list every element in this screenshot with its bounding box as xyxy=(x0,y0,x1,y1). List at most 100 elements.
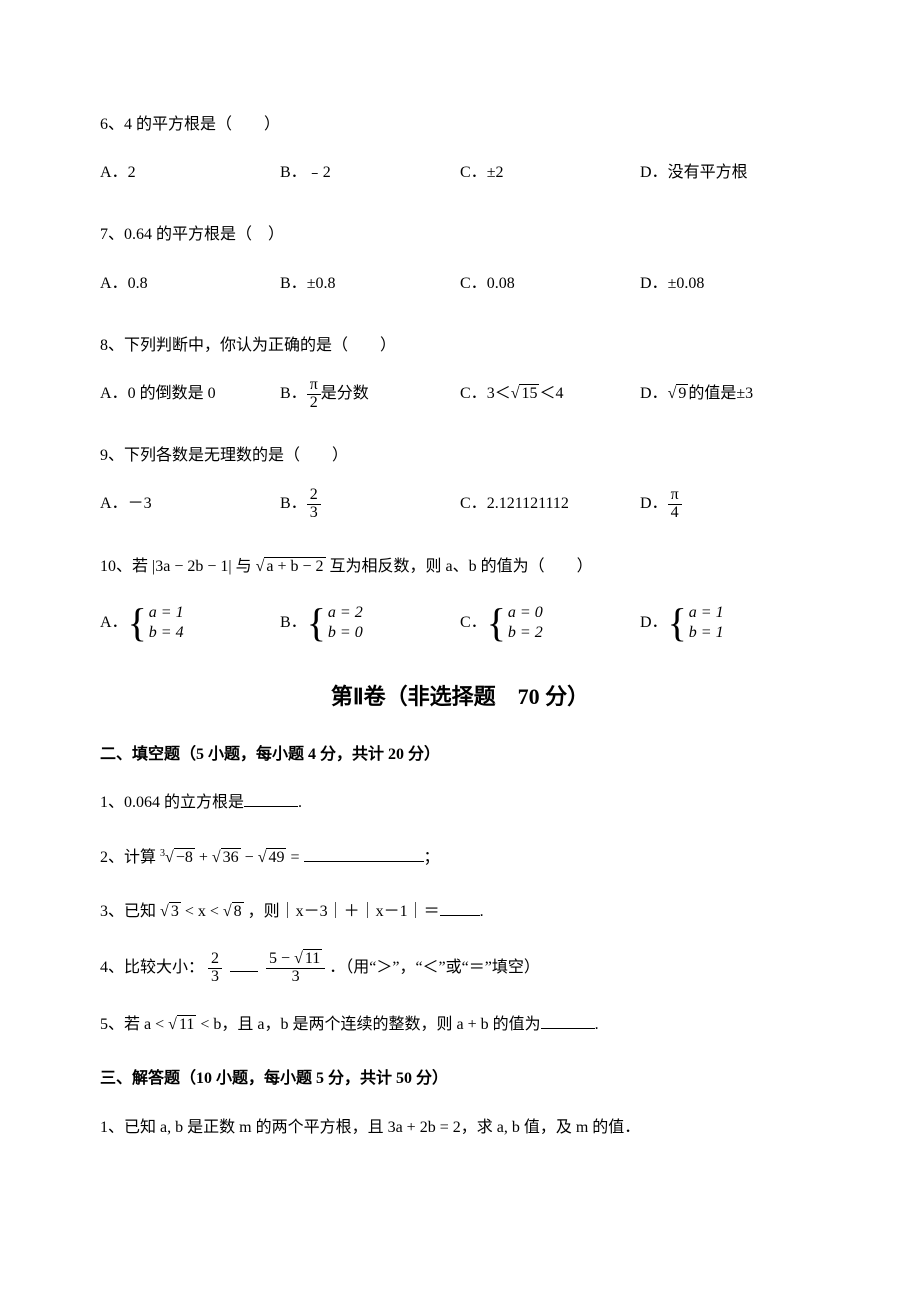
opt-text: 0.8 xyxy=(128,269,148,299)
s1-number: 1、 xyxy=(100,1119,124,1136)
opt-label: D． xyxy=(640,269,668,299)
eq-line: b = 4 xyxy=(149,623,184,643)
q10-stem: 10、若 |3a − 2b − 1| 与 √a + b − 2 互为相反数，则 … xyxy=(100,552,820,582)
f2-number: 2、 xyxy=(100,849,124,866)
brace-icon: { xyxy=(668,603,687,643)
f3-mid: ，则｜x－3｜＋｜x－1｜＝ xyxy=(248,903,440,920)
q7-stem: 7、0.64 的平方根是（ ） xyxy=(100,220,820,250)
q7-opt-d: D．±0.08 xyxy=(640,261,820,307)
q6-opt-c: C．±2 xyxy=(460,150,640,196)
fraction-pi-4: π 4 xyxy=(668,487,682,522)
radicand: 11 xyxy=(177,1015,196,1033)
opt-post: ＜4 xyxy=(539,379,563,409)
question-6: 6、4 的平方根是（ ） A．2 B．﹣2 C．±2 D．没有平方根 xyxy=(100,110,820,196)
q9-number: 9、 xyxy=(100,447,124,464)
brace-system: { a = 1 b = 1 xyxy=(668,603,724,643)
opt-text: 0.08 xyxy=(487,269,515,299)
brace-icon: { xyxy=(487,603,506,643)
opt-label: C． xyxy=(460,269,487,299)
q9-opt-c: C．2.121121112 xyxy=(460,482,640,528)
fill-5: 5、若 a < √11 < b，且 a，b 是两个连续的整数，则 a + b 的… xyxy=(100,1010,820,1040)
q6-stem: 6、4 的平方根是（ ） xyxy=(100,110,820,140)
q7-opt-a: A．0.8 xyxy=(100,261,280,307)
question-10: 10、若 |3a − 2b − 1| 与 √a + b − 2 互为相反数，则 … xyxy=(100,552,820,646)
radicand: 36 xyxy=(221,848,241,866)
q9-stem: 9、下列各数是无理数的是（ ） xyxy=(100,441,820,471)
q9-opt-d: D． π 4 xyxy=(640,482,820,528)
fraction-2-3: 2 3 xyxy=(208,951,222,986)
sqrt-3: √3 xyxy=(160,897,181,927)
q6-text: 4 的平方根是（ ） xyxy=(124,116,280,133)
opt-label: D． xyxy=(640,379,668,409)
q7-opt-b: B．±0.8 xyxy=(280,261,460,307)
opt-label: A． xyxy=(100,379,128,409)
opt-text: 2.121121112 xyxy=(487,489,569,519)
q8-opt-d: D． √9 的值是±3 xyxy=(640,371,820,417)
sqrt-9: √9 xyxy=(668,379,689,409)
q8-opt-b: B． π 2 是分数 xyxy=(280,371,460,417)
f3-pre: 已知 xyxy=(124,903,160,920)
q8-opt-c: C． 3＜ √15 ＜4 xyxy=(460,371,640,417)
brace-body: a = 2 b = 0 xyxy=(328,603,363,643)
brace-body: a = 1 b = 4 xyxy=(149,603,184,643)
frac-den: 2 xyxy=(307,395,321,412)
opt-label: B． xyxy=(280,379,307,409)
opt-text: 2 xyxy=(128,158,136,188)
brace-icon: { xyxy=(128,603,147,643)
q7-text: 0.64 的平方根是（ ） xyxy=(124,226,284,243)
q8-options: A．0 的倒数是 0 B． π 2 是分数 C． 3＜ √15 ＜4 D． √9… xyxy=(100,371,820,417)
f2-pre: 计算 xyxy=(124,849,160,866)
s1-text: 已知 a, b 是正数 m 的两个平方根，且 3a + 2b = 2，求 a, … xyxy=(124,1119,640,1136)
radicand: 49 xyxy=(266,848,286,866)
q7-options: A．0.8 B．±0.8 C．0.08 D．±0.08 xyxy=(100,261,820,307)
brace-icon: { xyxy=(307,603,326,643)
radicand: 15 xyxy=(519,384,539,402)
eq-line: a = 2 xyxy=(328,603,363,623)
frac-den: 3 xyxy=(307,505,321,522)
fill-1: 1、0.064 的立方根是. xyxy=(100,788,820,818)
frac-num: 2 xyxy=(208,951,222,969)
q8-text: 下列判断中，你认为正确的是（ ） xyxy=(124,337,396,354)
opt-text: ﹣2 xyxy=(307,158,331,188)
brace-system: { a = 2 b = 0 xyxy=(307,603,363,643)
period: . xyxy=(298,794,302,811)
fraction-5msqrt11-3: 5 − √11 3 xyxy=(266,951,325,986)
opt-label: B． xyxy=(280,489,307,519)
question-8: 8、下列判断中，你认为正确的是（ ） A．0 的倒数是 0 B． π 2 是分数… xyxy=(100,331,820,417)
blank-compare xyxy=(230,955,258,972)
f4-tail: ．（用“＞”，“＜”或“＝”填空） xyxy=(329,959,540,976)
q6-opt-a: A．2 xyxy=(100,150,280,196)
sqrt-abm2: √a + b − 2 xyxy=(256,552,326,582)
opt-label: D． xyxy=(640,489,668,519)
question-7: 7、0.64 的平方根是（ ） A．0.8 B．±0.8 C．0.08 D．±0… xyxy=(100,220,820,306)
sqrt-15: √15 xyxy=(511,379,540,409)
plus: + xyxy=(199,849,212,866)
q6-opt-b: B．﹣2 xyxy=(280,150,460,196)
radicand: 3 xyxy=(169,902,181,920)
question-9: 9、下列各数是无理数的是（ ） A．－3 B． 2 3 C．2.12112111… xyxy=(100,441,820,527)
period: . xyxy=(480,903,484,920)
q10-opt-a: A． { a = 1 b = 4 xyxy=(100,600,280,646)
eq-line: a = 1 xyxy=(149,603,184,623)
opt-label: B． xyxy=(280,158,307,188)
radicand: −8 xyxy=(174,848,195,866)
sqrt-11: √11 xyxy=(294,951,322,968)
frac-num: 2 xyxy=(307,487,321,505)
f1-number: 1、 xyxy=(100,794,124,811)
frac-den: 4 xyxy=(668,505,682,522)
q10-options: A． { a = 1 b = 4 B． { a = 2 b = 0 xyxy=(100,600,820,646)
q10-opt-d: D． { a = 1 b = 1 xyxy=(640,600,820,646)
exam-page: 6、4 的平方根是（ ） A．2 B．﹣2 C．±2 D．没有平方根 7、0.6… xyxy=(0,0,920,1302)
f5-post: < b，且 a，b 是两个连续的整数，则 a + b 的值为 xyxy=(200,1016,540,1033)
brace-body: a = 0 b = 2 xyxy=(508,603,543,643)
q7-opt-c: C．0.08 xyxy=(460,261,640,307)
q6-opt-d: D．没有平方根 xyxy=(640,150,820,196)
brace-system: { a = 0 b = 2 xyxy=(487,603,543,643)
eq-line: a = 1 xyxy=(689,603,724,623)
f4-pre: 比较大小： xyxy=(124,959,204,976)
root-index: 3 xyxy=(160,848,165,859)
sqrt-49: √49 xyxy=(258,843,287,873)
fraction-2-3: 2 3 xyxy=(307,487,321,522)
solve-heading: 三、解答题（10 小题，每小题 5 分，共计 50 分） xyxy=(100,1064,820,1094)
q10-opt-b: B． { a = 2 b = 0 xyxy=(280,600,460,646)
